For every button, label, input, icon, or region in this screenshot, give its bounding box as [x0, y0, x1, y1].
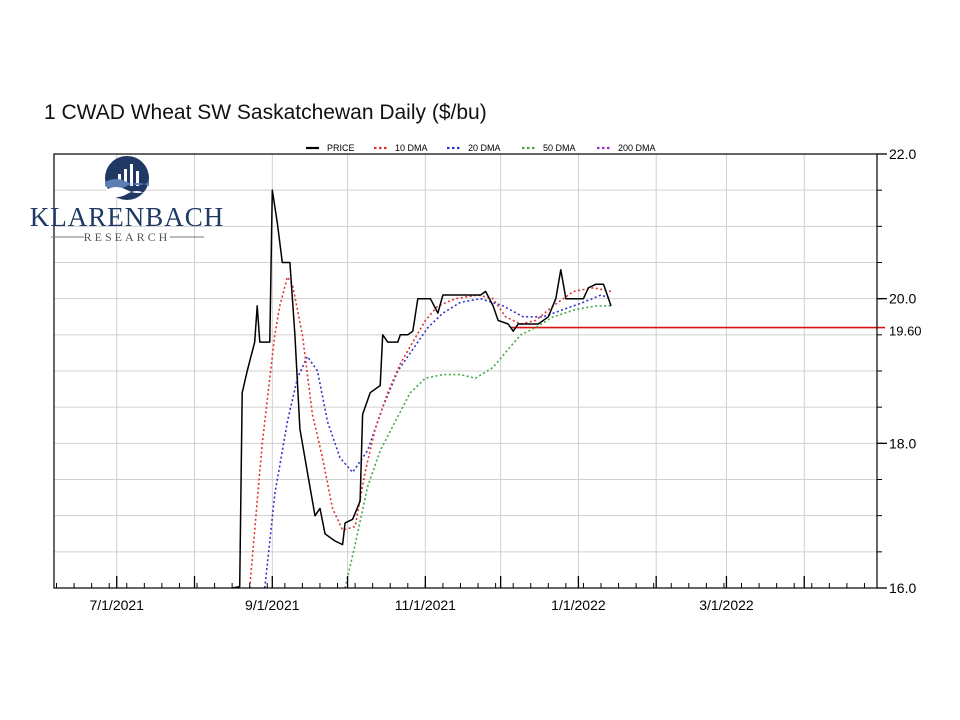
y-tick-label: 18.0: [889, 435, 916, 451]
reference-line-layer: 19.60: [510, 324, 922, 339]
series-line-50-dma: [344, 305, 611, 589]
y-tick-label: 16.0: [889, 580, 916, 596]
chart-title: 1 CWAD Wheat SW Saskatchewan Daily ($/bu…: [44, 101, 487, 124]
legend: PRICE 10 DMA 20 DMA 50 DMA 200 DMA: [306, 143, 656, 153]
grid-layer: [54, 154, 877, 588]
x-tick-label: 11/1/2021: [395, 597, 456, 613]
y-tick-label: 20.0: [889, 291, 916, 307]
legend-label: 200 DMA: [618, 143, 656, 153]
logo-subtitle: RESEARCH: [84, 230, 171, 244]
klarenbach-logo: KLARENBACH RESEARCH: [30, 156, 225, 244]
legend-label: 10 DMA: [395, 143, 428, 153]
series-layer: [231, 189, 612, 589]
x-tick-label: 9/1/2021: [245, 597, 300, 613]
series-line-10-dma: [248, 276, 612, 589]
x-tick-label: 3/1/2022: [699, 597, 754, 613]
legend-label: 50 DMA: [543, 143, 576, 153]
legend-label: PRICE: [327, 143, 355, 153]
legend-label: 20 DMA: [468, 143, 501, 153]
axis-layer: 7/1/2021 9/1/2021 11/1/2021 1/1/2022 3/1/202…: [56, 146, 916, 613]
series-line-price: [231, 189, 612, 589]
x-tick-label: 1/1/2022: [551, 597, 606, 613]
x-tick-label: 7/1/2021: [89, 597, 144, 613]
series-line-20-dma: [264, 294, 612, 589]
reference-line-label: 19.60: [889, 324, 922, 339]
logo-emblem: [105, 156, 149, 200]
logo-name: KLARENBACH: [30, 202, 225, 232]
y-tick-label: 22.0: [889, 146, 916, 162]
